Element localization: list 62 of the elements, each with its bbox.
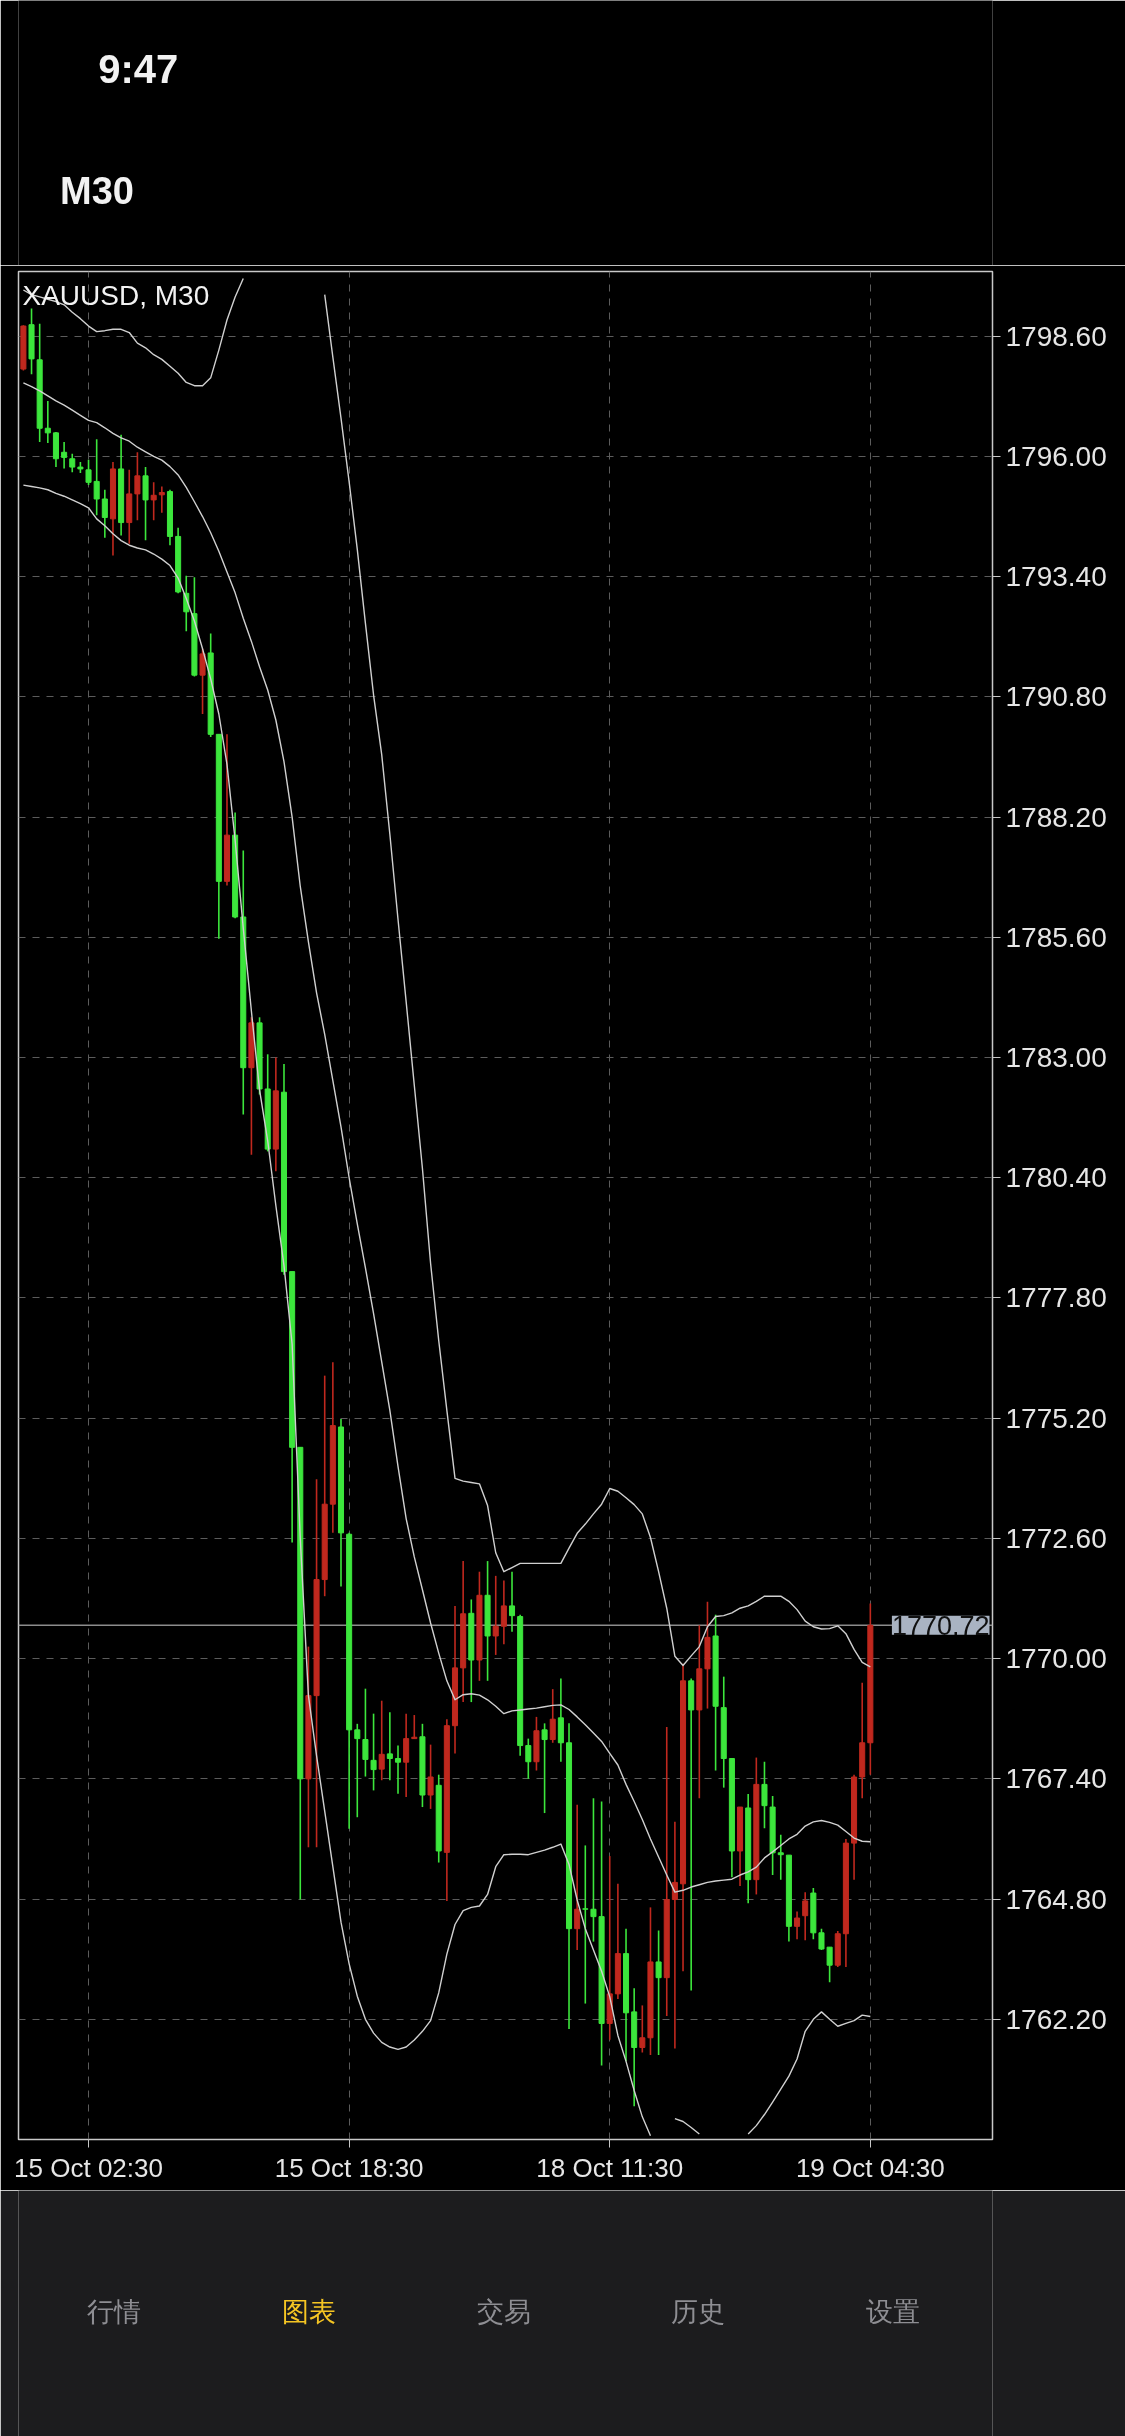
text: 9:47 <box>98 46 179 91</box>
candlestick <box>761 1760 768 1830</box>
y-tick-label: 1788.20 <box>1005 801 1107 833</box>
candlestick <box>525 1737 532 1780</box>
candlestick <box>549 1688 556 1744</box>
x-tick-label: 15 Oct 02:30 <box>14 2152 163 2183</box>
candlestick <box>639 2004 646 2054</box>
text: M30 <box>60 169 134 212</box>
y-tick-label: 1785.60 <box>1005 921 1107 953</box>
candlestick <box>492 1575 499 1656</box>
candlestick <box>44 400 51 444</box>
candlestick <box>150 481 157 522</box>
candlestick <box>582 1844 589 2005</box>
y-tick-label: 1767.40 <box>1005 1763 1107 1795</box>
candlestick <box>394 1744 402 1795</box>
y-tick-label: 1798.60 <box>1005 320 1107 352</box>
candlestick <box>134 451 141 522</box>
candlestick <box>101 488 108 539</box>
candlestick <box>574 1803 581 1951</box>
text: 设置 <box>865 2296 920 2327</box>
y-tick-label: 1793.40 <box>1005 561 1107 593</box>
candlestick <box>378 1699 385 1782</box>
y-tick-label: 1772.60 <box>1005 1522 1107 1554</box>
candlestick <box>199 648 206 715</box>
y-tick-label: 1777.80 <box>1005 1282 1107 1314</box>
candlestick <box>61 441 68 470</box>
candlestick <box>590 1797 597 1943</box>
candlestick <box>362 1687 369 1778</box>
candlestick <box>688 1677 695 1992</box>
candlestick <box>508 1570 516 1633</box>
x-tick-label: 15 Oct 18:30 <box>274 2152 424 2183</box>
y-tick-label: 1780.40 <box>1005 1162 1107 1194</box>
candlestick <box>158 485 165 514</box>
candlestick <box>541 1722 548 1814</box>
candlestick <box>354 1723 361 1819</box>
candlestick <box>69 452 76 473</box>
y-tick-label: 1764.80 <box>1005 1883 1107 1915</box>
candlestick <box>411 1714 418 1740</box>
text: 交易 <box>477 2296 532 2327</box>
ref-line-label: 1770.72 <box>891 1610 990 1641</box>
y-tick-label: 1783.00 <box>1005 1042 1107 1074</box>
candlestick <box>794 1910 801 1941</box>
text: 图表 <box>282 2296 337 2327</box>
candlestick <box>777 1833 784 1881</box>
y-tick-label: 1770.00 <box>1005 1643 1107 1675</box>
y-tick-label: 1775.20 <box>1005 1402 1107 1434</box>
candlestick <box>802 1891 809 1942</box>
candlestick <box>85 458 92 486</box>
y-tick-label: 1796.00 <box>1005 440 1107 472</box>
candlestick <box>500 1579 507 1646</box>
text: 行情 <box>86 2296 141 2327</box>
candlestick <box>403 1712 410 1798</box>
candlestick <box>370 1712 377 1792</box>
x-tick-label: 18 Oct 11:30 <box>536 2152 684 2183</box>
candlestick <box>655 1929 662 2056</box>
candlestick <box>427 1743 434 1810</box>
text: 历史 <box>671 2296 726 2327</box>
candlestick <box>386 1711 393 1782</box>
y-tick-label: 1762.20 <box>1005 2003 1107 2035</box>
y-tick-label: 1790.80 <box>1005 681 1107 713</box>
x-tick-label: 19 Oct 04:30 <box>795 2152 945 2183</box>
candlestick <box>93 438 100 516</box>
